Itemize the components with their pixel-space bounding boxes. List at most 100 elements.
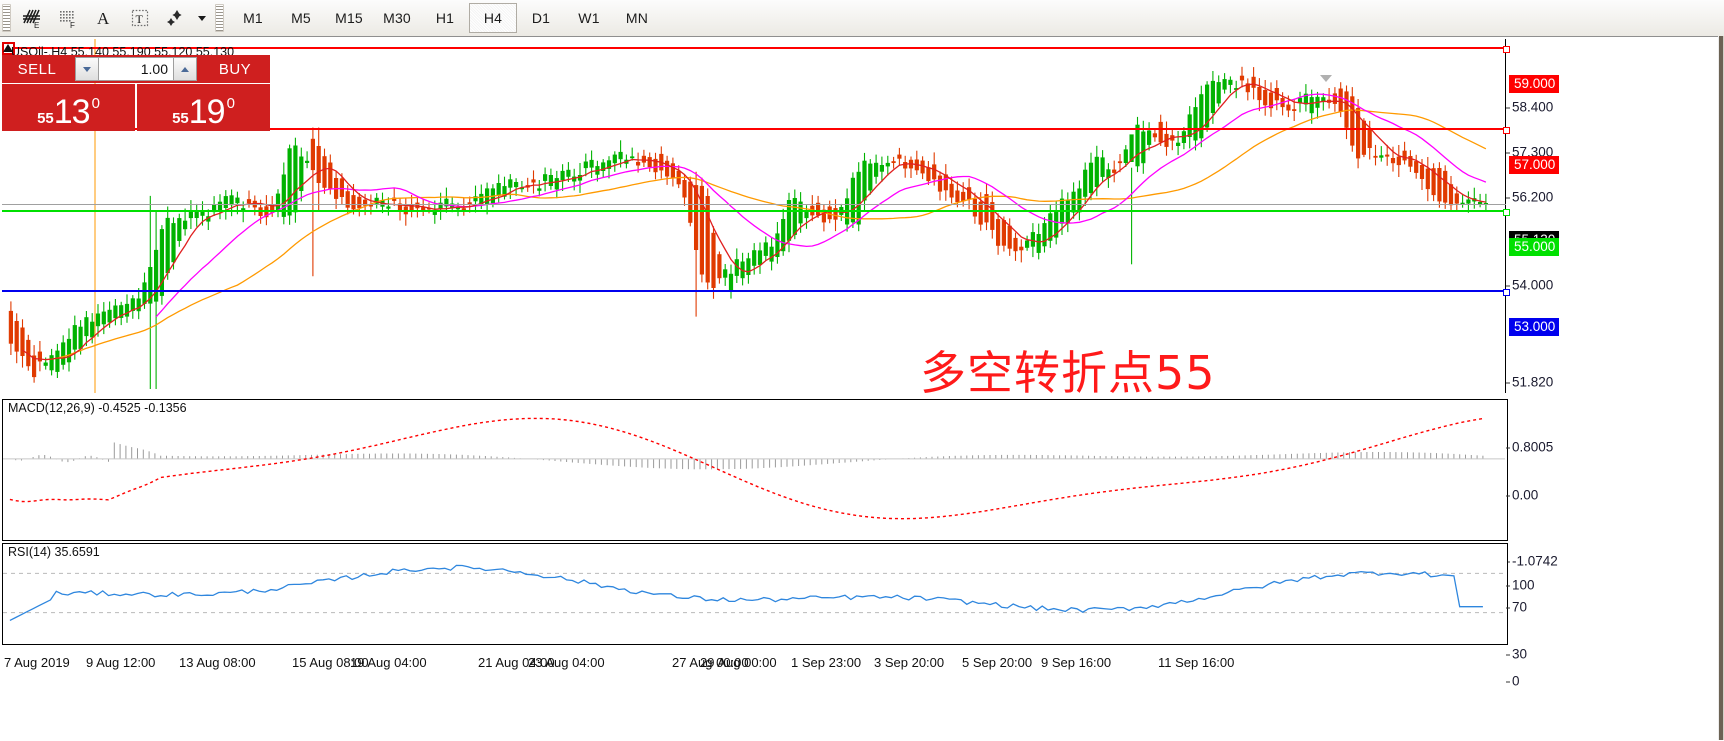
buy-price-fraction: 0: [226, 95, 235, 112]
oct-controls-row: SELL 1.00 BUY: [2, 55, 270, 83]
time-tick: 29 Aug 00:00: [700, 655, 777, 670]
sell-button[interactable]: SELL: [2, 55, 72, 83]
macd-series: [3, 417, 1505, 520]
rsi-tick: 70: [1505, 599, 1528, 615]
macd-pane[interactable]: MACD(12,26,9) -0.4525 -0.1356: [2, 399, 1508, 541]
time-tick: 21 Aug 04:00: [478, 655, 555, 670]
level-line-55[interactable]: [2, 209, 1510, 216]
rsi-tick: 0: [1506, 673, 1520, 689]
time-tick: 15 Aug 08:00: [292, 655, 369, 670]
volume-increase-button[interactable]: [173, 57, 197, 81]
volume-decrease-button[interactable]: [75, 57, 99, 81]
chart-annotation-text[interactable]: 多空转折点55: [920, 346, 1216, 400]
periodicity-icon[interactable]: F: [50, 2, 86, 34]
price-label-55[interactable]: 55.000: [1509, 238, 1560, 256]
indicators-icon[interactable]: E: [14, 2, 50, 34]
rsi-plot: [3, 544, 1507, 644]
macd-label: MACD(12,26,9) -0.4525 -0.1356: [8, 401, 187, 415]
level-line-57[interactable]: [2, 127, 1510, 134]
symbol-arrow-icon: [3, 44, 13, 52]
text-label-icon[interactable]: T: [122, 2, 158, 34]
rsi-tick: 30: [1505, 646, 1528, 662]
sell-price-fraction: 0: [91, 95, 100, 112]
buy-price-display[interactable]: 55 19 0: [137, 84, 270, 131]
time-tick: 7 Aug 2019: [4, 655, 70, 670]
price-tick: 54.000: [1505, 277, 1554, 293]
time-tick: 9 Aug 12:00: [86, 655, 156, 670]
main-toolbar: E F: [0, 0, 1724, 37]
macd-plot: [3, 400, 1507, 540]
timeframe-m5[interactable]: M5: [291, 10, 311, 26]
macd-tick: -1.0742: [1506, 553, 1558, 569]
time-tick: 3 Sep 20:00: [874, 655, 945, 670]
chart-context-marker-icon: [1320, 75, 1332, 82]
sell-price-display[interactable]: 55 13 0: [2, 84, 135, 131]
price-tick: 56.200: [1505, 189, 1554, 205]
toolbar-grip[interactable]: [2, 4, 11, 32]
price-tick: 51.820: [1505, 374, 1554, 390]
current-price-line: [2, 204, 1506, 205]
scrollbar-thumb[interactable]: [1719, 36, 1723, 740]
level-line-59[interactable]: [2, 46, 1510, 53]
timeframe-h1[interactable]: H1: [435, 10, 455, 26]
buy-price-main: 19: [188, 93, 226, 131]
vertical-scrollbar[interactable]: [1718, 36, 1724, 740]
timeframe-h4[interactable]: H4: [469, 3, 517, 33]
timeframe-m30[interactable]: M30: [383, 10, 411, 26]
svg-text:A: A: [97, 9, 110, 28]
price-axis[interactable]: 58.400 57.300 56.200 54.000 51.820 59.00…: [1505, 75, 1720, 429]
buy-price-prefix: 55: [172, 110, 189, 127]
templates-icon[interactable]: [158, 2, 194, 34]
rsi-pane[interactable]: RSI(14) 35.6591: [2, 543, 1508, 645]
level-handle-53[interactable]: [1503, 289, 1510, 296]
buy-button[interactable]: BUY: [200, 55, 270, 83]
level-handle-59[interactable]: [1503, 46, 1510, 53]
svg-text:T: T: [136, 12, 144, 26]
price-pane[interactable]: USOil-,H4 55.140 55.190 55.120 55.130: [2, 39, 1510, 400]
time-tick: 19 Aug 04:00: [350, 655, 427, 670]
svg-text:F: F: [70, 21, 75, 29]
level-handle-55[interactable]: [1503, 209, 1510, 216]
chart-area[interactable]: USOil-,H4 55.140 55.190 55.120 55.130: [0, 36, 1724, 741]
price-tick: 57.300: [1505, 144, 1554, 160]
candlestick-series: [8, 39, 1488, 393]
level-line-53[interactable]: [2, 289, 1510, 296]
timeframe-m1[interactable]: M1: [243, 10, 263, 26]
volume-input[interactable]: 1.00: [99, 57, 173, 81]
price-tick: 58.400: [1505, 99, 1554, 115]
timeframe-mn[interactable]: MN: [625, 10, 649, 26]
macd-axis: 0.8005 0.00 -1.0742: [1505, 435, 1720, 575]
price-label-59[interactable]: 59.000: [1509, 75, 1560, 93]
one-click-trading-panel[interactable]: SELL 1.00 BUY 55 13 0 55 19 0: [2, 55, 270, 131]
toolbar-separator: [215, 4, 224, 32]
macd-tick: 0.00: [1505, 487, 1539, 503]
rsi-tick: 100: [1506, 577, 1535, 593]
timeframe-m15[interactable]: M15: [335, 10, 363, 26]
time-tick: 1 Sep 23:00: [791, 655, 862, 670]
oct-price-row: 55 13 0 55 19 0: [2, 84, 270, 131]
price-label-53[interactable]: 53.000: [1509, 318, 1560, 336]
rsi-label: RSI(14) 35.6591: [8, 545, 100, 559]
rsi-series: [3, 564, 1505, 621]
volume-stepper[interactable]: 1.00: [72, 55, 200, 83]
time-tick: 11 Sep 16:00: [1158, 655, 1235, 670]
time-tick: 27 Aug 00:00: [672, 655, 749, 670]
time-tick: 5 Sep 20:00: [962, 655, 1033, 670]
time-tick: 13 Aug 08:00: [179, 655, 256, 670]
sell-price-prefix: 55: [37, 110, 54, 127]
level-handle-57[interactable]: [1503, 127, 1510, 134]
svg-text:E: E: [34, 21, 39, 29]
time-axis: 7 Aug 2019 9 Aug 12:00 13 Aug 08:00 15 Aug …: [0, 643, 1504, 677]
price-label-57[interactable]: 57.000: [1509, 156, 1560, 174]
rsi-axis: 100 70 30 0: [1505, 577, 1720, 689]
price-plot: [2, 39, 1505, 393]
time-tick: 23 Aug 04:00: [528, 655, 605, 670]
macd-tick: 0.8005: [1505, 439, 1554, 455]
sell-price-main: 13: [53, 93, 91, 131]
timeframe-w1[interactable]: W1: [578, 10, 600, 26]
time-tick: 9 Sep 16:00: [1041, 655, 1112, 670]
timeframe-d1[interactable]: D1: [531, 10, 551, 26]
text-tool-icon[interactable]: A: [86, 2, 122, 34]
templates-dropdown-icon[interactable]: [194, 3, 210, 33]
